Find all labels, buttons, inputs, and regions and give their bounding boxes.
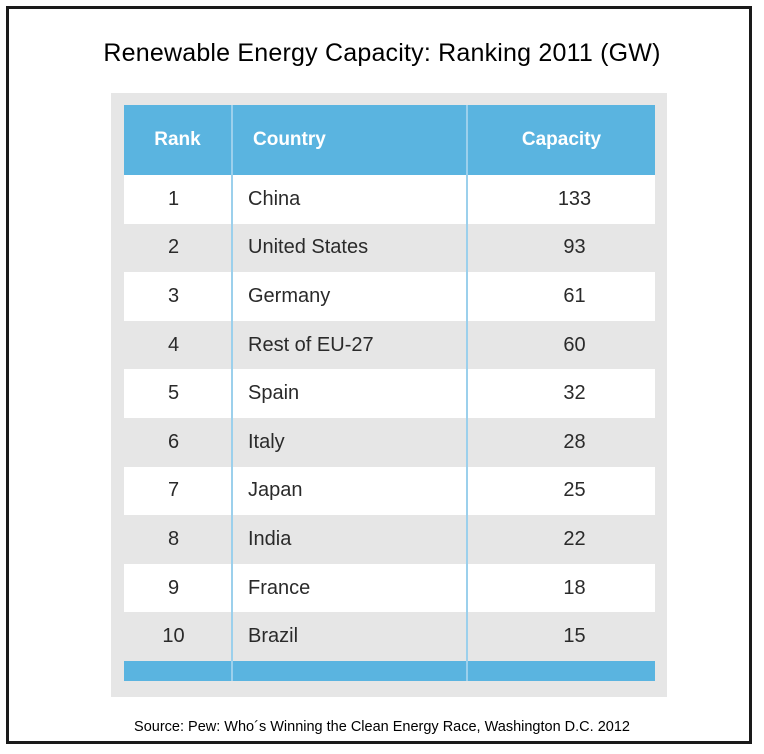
capacity-cell: 25 (466, 466, 655, 516)
country-cell: Rest of EU-27 (231, 320, 467, 370)
rank-cell: 6 (124, 417, 232, 467)
table-row: 10 Brazil 15 (124, 612, 655, 661)
footer-cell (466, 660, 655, 681)
column-header-country: Country (231, 105, 467, 175)
rank-cell: 8 (124, 515, 232, 564)
rank-cell: 10 (124, 612, 232, 661)
rank-cell: 9 (124, 563, 232, 613)
capacity-cell: 60 (466, 320, 655, 370)
table-row: 8 India 22 (124, 515, 655, 564)
capacity-cell: 18 (466, 563, 655, 613)
capacity-cell: 32 (466, 369, 655, 418)
capacity-cell: 93 (466, 223, 655, 273)
rank-cell: 4 (124, 320, 232, 370)
page-title: Renewable Energy Capacity: Ranking 2011 … (103, 39, 661, 67)
table-row: 2 United States 93 (124, 223, 655, 273)
table-row: 4 Rest of EU-27 60 (124, 320, 655, 370)
country-cell: France (231, 563, 467, 613)
table-row: 1 China 133 (124, 175, 655, 224)
page-frame: Renewable Energy Capacity: Ranking 2011 … (6, 6, 752, 744)
country-cell: Germany (231, 272, 467, 321)
footer-cell (124, 660, 232, 681)
rank-cell: 7 (124, 466, 232, 516)
rank-cell: 3 (124, 272, 232, 321)
rank-cell: 2 (124, 223, 232, 273)
source-note: Source: Pew: Who´s Winning the Clean Ene… (134, 719, 630, 735)
country-cell: United States (231, 223, 467, 273)
capacity-cell: 61 (466, 272, 655, 321)
column-header-capacity: Capacity (466, 105, 655, 175)
country-cell: Brazil (231, 612, 467, 661)
table-panel: Rank Country Capacity 1 China 133 2 Unit… (111, 93, 667, 697)
capacity-cell: 133 (466, 175, 655, 224)
column-header-rank: Rank (124, 105, 232, 175)
capacity-cell: 28 (466, 417, 655, 467)
capacity-cell: 22 (466, 515, 655, 564)
capacity-cell: 15 (466, 612, 655, 661)
table-header-row: Rank Country Capacity (124, 105, 655, 175)
country-cell: China (231, 175, 467, 224)
country-cell: Italy (231, 417, 467, 467)
rank-cell: 5 (124, 369, 232, 418)
table-row: 9 France 18 (124, 563, 655, 613)
footer-cell (231, 660, 467, 681)
table-footer-bar (124, 660, 655, 681)
table-row: 6 Italy 28 (124, 417, 655, 467)
rank-cell: 1 (124, 175, 232, 224)
table-row: 3 Germany 61 (124, 272, 655, 321)
country-cell: Spain (231, 369, 467, 418)
table-row: 7 Japan 25 (124, 466, 655, 516)
country-cell: India (231, 515, 467, 564)
ranking-table: Rank Country Capacity 1 China 133 2 Unit… (124, 105, 655, 681)
country-cell: Japan (231, 466, 467, 516)
table-row: 5 Spain 32 (124, 369, 655, 418)
